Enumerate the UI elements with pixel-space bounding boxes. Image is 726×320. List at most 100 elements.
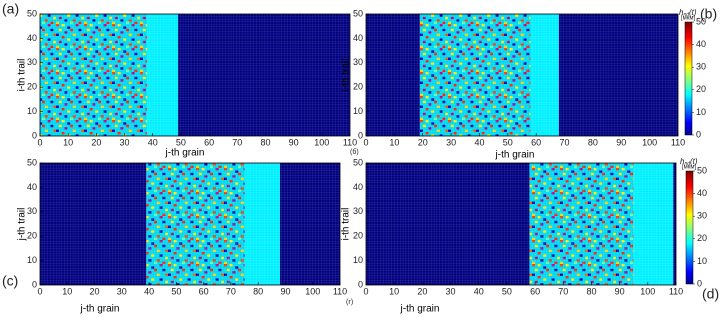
y-tick-label: 20 xyxy=(27,82,37,92)
plot-frame xyxy=(39,162,341,286)
colorbar-label-sub: nd xyxy=(683,12,689,18)
x-tick-label: 20 xyxy=(91,137,101,147)
x-tick-label: 0 xyxy=(363,286,368,296)
x-tick-label: 40 xyxy=(474,137,484,147)
x-axis-label: j-th grain xyxy=(495,150,535,161)
colorbar-unit: [мкм] xyxy=(682,165,697,171)
y-tick-label: 30 xyxy=(27,57,37,67)
x-tick-label: 30 xyxy=(446,137,456,147)
cell-grid xyxy=(40,14,350,136)
x-tick-label: 110 xyxy=(671,137,685,147)
colorbar-label-sub: nd xyxy=(684,161,690,167)
cell-grid xyxy=(40,163,340,285)
x-tick-label: 0 xyxy=(37,286,42,296)
y-axis-label: j-th trail xyxy=(17,208,28,242)
colorbar-tick-label: 10 xyxy=(696,107,706,117)
x-axis-label: j-th grain xyxy=(165,148,205,159)
colorbar-tick-label: 10 xyxy=(697,256,707,266)
x-tick-label: 20 xyxy=(418,137,428,147)
panel-label: (b) xyxy=(700,6,717,22)
x-tick-label: 50 xyxy=(502,286,512,296)
x-axis-label: j-th grain xyxy=(80,304,120,315)
colorbar xyxy=(685,170,694,285)
x-tick-label: 60 xyxy=(204,137,214,147)
y-tick-label: 50 xyxy=(27,157,37,167)
panel-label: (a) xyxy=(2,1,19,17)
y-tick-label: 30 xyxy=(27,206,37,216)
x-tick-label: 100 xyxy=(314,137,329,147)
y-tick-label: 0 xyxy=(32,279,37,289)
y-tick-label: 20 xyxy=(27,231,37,241)
x-tick-label: 70 xyxy=(226,286,236,296)
colorbar-tick-label: 20 xyxy=(696,84,706,94)
panel-sub-label: (б) xyxy=(350,148,359,156)
x-tick-label: 50 xyxy=(503,137,513,147)
x-tick-label: 80 xyxy=(586,286,596,296)
x-tick-label: 100 xyxy=(642,137,657,147)
y-tick-label: 40 xyxy=(353,33,363,43)
y-tick-label: 50 xyxy=(353,157,363,167)
x-tick-label: 80 xyxy=(260,137,270,147)
x-tick-label: 70 xyxy=(558,286,568,296)
x-tick-label: 80 xyxy=(253,286,263,296)
x-tick-label: 10 xyxy=(63,137,73,147)
x-tick-label: 0 xyxy=(37,137,42,147)
x-tick-label: 90 xyxy=(616,137,626,147)
panel-sub-label: (г) xyxy=(346,299,353,306)
x-tick-label: 70 xyxy=(232,137,242,147)
y-tick-label: 40 xyxy=(27,33,37,43)
x-tick-label: 60 xyxy=(531,137,541,147)
colorbar-tick-label: 40 xyxy=(696,39,706,49)
colorbar-label-tail: (t) xyxy=(689,8,697,17)
y-tick-label: 10 xyxy=(27,255,37,265)
x-tick-label: 10 xyxy=(389,286,399,296)
x-tick-label: 40 xyxy=(148,137,158,147)
cell-grid xyxy=(366,163,676,285)
colorbar-tick-label: 0 xyxy=(697,278,702,288)
y-tick-label: 0 xyxy=(358,279,363,289)
x-tick-label: 80 xyxy=(588,137,598,147)
x-tick-label: 30 xyxy=(117,286,127,296)
colorbar-label: hnd(t) xyxy=(679,8,697,18)
x-tick-label: 90 xyxy=(615,286,625,296)
colorbar-tick-label: 0 xyxy=(696,129,701,139)
colorbar-tick-label: 50 xyxy=(696,16,706,26)
colorbar-label: hnd(t) xyxy=(680,157,698,167)
x-tick-label: 10 xyxy=(62,286,72,296)
x-axis-label: j-th grain xyxy=(400,304,440,315)
colorbar-tick-label: 50 xyxy=(697,165,707,175)
y-tick-label: 20 xyxy=(353,231,363,241)
y-tick-label: 0 xyxy=(32,130,37,140)
x-tick-label: 110 xyxy=(669,286,683,296)
x-tick-label: 90 xyxy=(289,137,299,147)
y-tick-label: 40 xyxy=(353,182,363,192)
colorbar-tick-label: 30 xyxy=(696,62,706,72)
colorbar-tick-label: 40 xyxy=(697,188,707,198)
x-tick-label: 20 xyxy=(90,286,100,296)
colorbar-tick-label: 30 xyxy=(697,211,707,221)
y-tick-label: 30 xyxy=(353,206,363,216)
y-tick-label: 0 xyxy=(358,130,363,140)
y-tick-label: 50 xyxy=(27,8,37,18)
x-tick-label: 40 xyxy=(474,286,484,296)
y-tick-label: 10 xyxy=(27,106,37,116)
panel-label: (c) xyxy=(2,273,18,289)
colorbar xyxy=(684,21,693,136)
y-tick-label: 50 xyxy=(353,8,363,18)
x-tick-label: 100 xyxy=(305,286,320,296)
x-tick-label: 30 xyxy=(446,286,456,296)
panel-label: (d) xyxy=(702,286,719,302)
x-tick-label: 30 xyxy=(120,137,130,147)
x-tick-label: 60 xyxy=(530,286,540,296)
plot-frame xyxy=(365,13,679,137)
colorbar-tick-label: 20 xyxy=(697,233,707,243)
colorbar-unit: [мкм] xyxy=(681,16,696,22)
x-tick-label: 100 xyxy=(640,286,655,296)
x-tick-label: 90 xyxy=(280,286,290,296)
y-axis-label: i-th trail xyxy=(17,59,28,92)
x-tick-label: 50 xyxy=(171,286,181,296)
y-tick-label: 10 xyxy=(353,255,363,265)
x-tick-label: 70 xyxy=(560,137,570,147)
x-tick-label: 20 xyxy=(417,286,427,296)
